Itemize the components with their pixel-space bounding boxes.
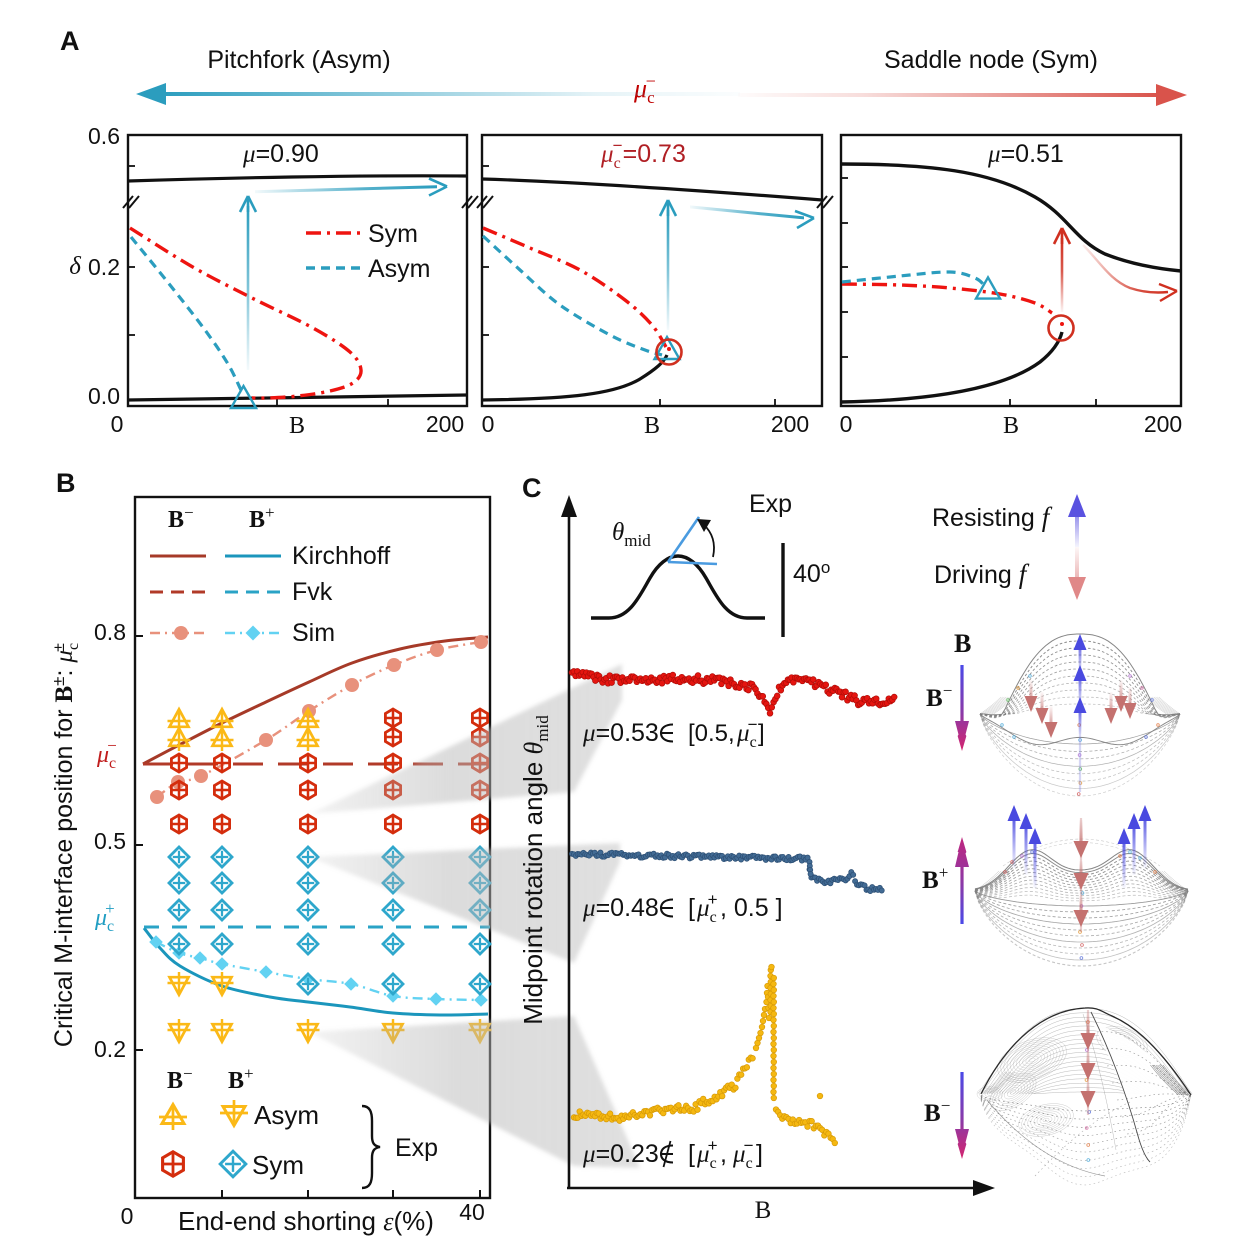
svg-text:B: B	[644, 413, 660, 439]
svg-text:,: ,	[720, 1140, 727, 1168]
svg-text:μc−: μc−	[633, 71, 656, 107]
svg-text:μc−: μc−	[736, 715, 758, 751]
svg-text:C: C	[522, 473, 542, 503]
svg-text:μc+: μc+	[696, 1136, 718, 1172]
svg-text:B−: B−	[167, 1064, 193, 1094]
svg-text:40o: 40o	[793, 558, 830, 588]
svg-text:]: ]	[758, 720, 765, 747]
svg-text:0: 0	[482, 411, 495, 437]
svg-text:A: A	[60, 26, 80, 56]
svg-text:μ=0.48: μ=0.48	[582, 894, 659, 922]
svg-text:B: B	[56, 468, 76, 498]
svg-text:0.2: 0.2	[94, 1036, 126, 1062]
svg-text:Exp: Exp	[395, 1134, 438, 1162]
svg-text:[: [	[688, 894, 695, 922]
svg-text:200: 200	[771, 411, 809, 437]
svg-text:0.5: 0.5	[94, 828, 126, 854]
svg-text:Resisting f: Resisting f	[932, 502, 1053, 532]
svg-text:B−: B−	[168, 503, 194, 533]
svg-text:B+: B+	[249, 503, 275, 533]
svg-text:End-end shorting ε(%): End-end shorting ε(%)	[178, 1206, 434, 1236]
svg-text:200: 200	[1144, 411, 1182, 437]
svg-text:Exp: Exp	[749, 490, 792, 518]
svg-text:B: B	[755, 1197, 772, 1224]
svg-text:Driving f: Driving f	[934, 559, 1030, 589]
svg-text:, 0.5 ]: , 0.5 ]	[720, 894, 783, 922]
svg-text:Fvk: Fvk	[292, 578, 333, 606]
svg-text:200: 200	[426, 411, 464, 437]
svg-text:B: B	[289, 413, 305, 439]
svg-text:B−: B−	[926, 681, 952, 712]
svg-text:μc−: μc−	[96, 736, 117, 772]
svg-text:μc−=0.73: μc−=0.73	[600, 136, 686, 172]
svg-text:Critical M-interface position: Critical M-interface position for B±: μc…	[49, 643, 82, 1047]
svg-text:B−: B−	[924, 1096, 950, 1127]
svg-text:0: 0	[840, 411, 853, 437]
svg-text:0.6: 0.6	[88, 123, 120, 149]
svg-text:μc+: μc+	[94, 899, 115, 935]
svg-text:Sym: Sym	[368, 220, 418, 248]
svg-text:μ=0.90: μ=0.90	[242, 140, 319, 168]
svg-text:δ: δ	[69, 253, 81, 280]
svg-text:Pitchfork (Asym): Pitchfork (Asym)	[207, 46, 390, 74]
svg-text:μ=0.53: μ=0.53	[582, 719, 659, 747]
svg-text:B+: B+	[228, 1064, 254, 1094]
svg-text:[: [	[688, 1140, 695, 1168]
svg-text:0: 0	[111, 411, 124, 437]
svg-text:0: 0	[121, 1203, 134, 1229]
svg-text:B+: B+	[922, 863, 948, 894]
svg-text:0.0: 0.0	[88, 383, 120, 409]
svg-text:[0.5,: [0.5,	[688, 720, 735, 747]
svg-text:Sym: Sym	[252, 1150, 304, 1180]
svg-text:Asym: Asym	[254, 1100, 319, 1130]
svg-text:Saddle node (Sym): Saddle node (Sym)	[884, 46, 1098, 74]
svg-text:μ=0.23: μ=0.23	[582, 1140, 659, 1168]
svg-text:μ=0.51: μ=0.51	[987, 140, 1064, 168]
svg-text:Kirchhoff: Kirchhoff	[292, 542, 390, 570]
svg-text:0.2: 0.2	[88, 254, 120, 280]
svg-text:B: B	[1003, 413, 1019, 439]
svg-text:0.8: 0.8	[94, 619, 126, 645]
svg-text:Midpoint rotation angle θmid: Midpoint rotation angle θmid	[518, 715, 552, 1025]
svg-text:40: 40	[459, 1199, 485, 1225]
svg-text:Asym: Asym	[368, 255, 431, 283]
svg-text:μc−: μc−	[732, 1136, 754, 1172]
svg-text:μc+: μc+	[696, 890, 718, 926]
svg-text:]: ]	[756, 1140, 763, 1168]
svg-text:B: B	[954, 629, 971, 658]
svg-text:Sim: Sim	[292, 619, 335, 647]
svg-text:θmid: θmid	[612, 519, 651, 550]
